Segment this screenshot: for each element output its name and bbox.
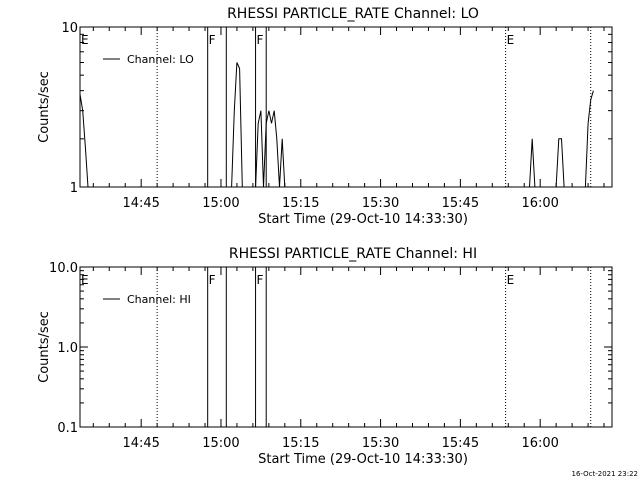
event-marker-label: E	[507, 273, 515, 287]
x-tick-label: 15:30	[362, 436, 399, 451]
y-tick-label: 1	[70, 181, 78, 196]
y-tick-label: 0.1	[57, 421, 78, 436]
plot-frame	[79, 26, 613, 188]
event-marker-label: E	[81, 273, 89, 287]
series-line-lo	[529, 138, 536, 188]
chart-panel-lo: RHESSI PARTICLE_RATE Channel: LO 14:45 15:…	[37, 6, 613, 227]
y-tick-label: 10	[61, 21, 78, 36]
x-tick-label: 15:15	[282, 196, 319, 211]
y-axis-label: Counts/sec	[37, 71, 52, 143]
x-tick-label: 16:00	[521, 196, 558, 211]
legend-label: Channel: HI	[127, 293, 191, 306]
series-line-lo	[231, 62, 243, 188]
event-marker-label: E	[81, 33, 89, 47]
event-marker-label: F	[257, 33, 264, 47]
series-line-lo	[584, 90, 594, 188]
series-line-lo	[79, 94, 89, 188]
x-tick-label: 15:00	[202, 196, 239, 211]
x-axis-label: Start Time (29-Oct-10 14:33:30)	[258, 212, 468, 227]
x-tick-label: 15:30	[362, 196, 399, 211]
x-tick-label: 15:15	[282, 436, 319, 451]
x-axis-label: Start Time (29-Oct-10 14:33:30)	[258, 452, 468, 467]
series-line-lo	[555, 138, 565, 188]
event-marker-label: E	[507, 33, 515, 47]
x-tick-label: 15:45	[442, 436, 479, 451]
footer-timestamp: 16-Oct-2021 23:22	[572, 470, 638, 478]
plot-frame	[79, 266, 613, 428]
series-line-lo	[255, 110, 286, 188]
x-tick-label: 15:45	[442, 196, 479, 211]
event-marker-label: F	[209, 33, 216, 47]
y-tick-label: 1.0	[57, 341, 78, 356]
legend-label: Channel: LO	[127, 53, 194, 66]
y-axis-label: Counts/sec	[37, 311, 52, 383]
x-tick-label: 16:00	[521, 436, 558, 451]
event-marker-label: F	[257, 273, 264, 287]
chart-panel-hi: RHESSI PARTICLE_RATE Channel: HI 14:45 15:…	[37, 246, 613, 467]
x-tick-label: 15:00	[202, 436, 239, 451]
x-tick-label: 14:45	[122, 196, 159, 211]
y-tick-label: 10.0	[49, 261, 78, 276]
x-tick-label: 14:45	[122, 436, 159, 451]
event-marker-label: F	[209, 273, 216, 287]
chart-title: RHESSI PARTICLE_RATE Channel: HI	[229, 246, 477, 262]
chart-title: RHESSI PARTICLE_RATE Channel: LO	[227, 6, 479, 22]
